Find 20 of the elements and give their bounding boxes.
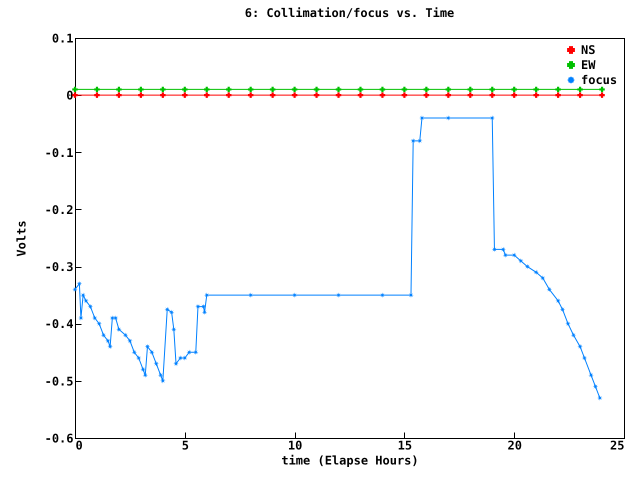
y-tick-label: 0.1 xyxy=(52,32,74,46)
y-tick-label: -0.5 xyxy=(44,374,74,388)
y-tick-label: -0.6 xyxy=(44,432,74,446)
y-axis-title: Volts xyxy=(14,220,29,257)
y-tick-label: 0 xyxy=(66,88,74,103)
legend-label: EW xyxy=(581,58,596,72)
y-tick-label: -0.1 xyxy=(44,146,74,160)
x-tick-label: 20 xyxy=(507,438,522,452)
x-tick-label: 10 xyxy=(288,438,302,452)
y-tick-label: -0.4 xyxy=(44,317,74,332)
y-tick-label: -0.3 xyxy=(44,260,74,274)
x-tick-label: 0 xyxy=(76,438,83,452)
x-tick-label: 15 xyxy=(398,438,412,452)
legend-label: NS xyxy=(581,43,596,57)
y-tick-label: -0.2 xyxy=(44,202,74,217)
x-axis-title: time (Elapse Hours) xyxy=(281,454,419,468)
chart-title: 6: Collimation/focus vs. Time xyxy=(244,6,454,20)
legend-label: focus xyxy=(581,73,618,87)
x-tick-label: 25 xyxy=(610,438,624,452)
x-tick-label: 5 xyxy=(182,438,189,452)
